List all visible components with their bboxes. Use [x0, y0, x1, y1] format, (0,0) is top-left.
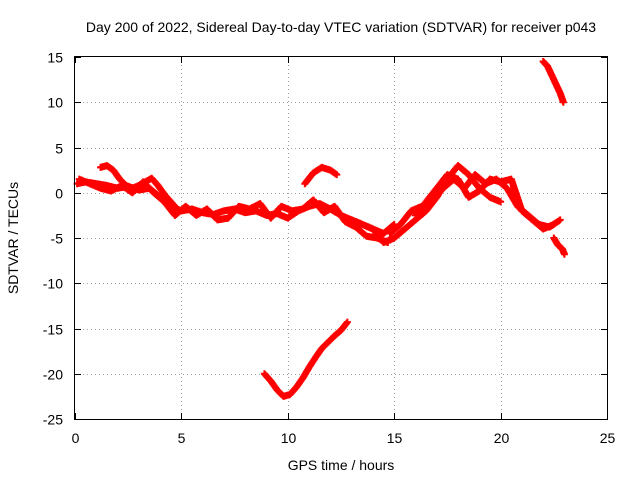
series-track-2 — [75, 175, 392, 247]
data-point — [497, 198, 505, 206]
y-tick-label: -5 — [51, 231, 64, 247]
y-tick-label: -20 — [43, 367, 63, 383]
y-tick-label: -15 — [43, 322, 63, 338]
data-point — [173, 205, 181, 213]
data-marks — [73, 58, 568, 400]
grid-layer — [75, 57, 607, 419]
data-point — [333, 171, 341, 179]
x-tick-label: 25 — [600, 430, 616, 446]
chart-title: Day 200 of 2022, Sidereal Day-to-day VTE… — [86, 19, 596, 35]
plot-frame — [74, 56, 608, 420]
series-track-8 — [539, 58, 567, 106]
series-track-4 — [301, 163, 341, 188]
data-point — [550, 220, 558, 228]
x-tick-label: 5 — [178, 430, 186, 446]
y-tick-label: 5 — [55, 141, 63, 157]
x-tick-label: 15 — [387, 430, 403, 446]
series-track-9 — [550, 234, 568, 258]
y-tick-label: -25 — [43, 412, 63, 428]
y-tick-label: 15 — [47, 50, 63, 66]
x-tick-label: 0 — [72, 430, 80, 446]
y-tick-label: 10 — [47, 95, 63, 111]
series-track-10 — [260, 318, 351, 400]
data-point — [560, 250, 568, 258]
y-tick-label: -10 — [43, 276, 63, 292]
series-track-7 — [411, 171, 558, 233]
x-axis-title: GPS time / hours — [288, 457, 395, 473]
y-tick-label: 0 — [55, 186, 63, 202]
data-point — [559, 98, 567, 106]
data-point — [556, 216, 564, 224]
x-tick-label: 10 — [281, 430, 297, 446]
x-tick-label: 20 — [494, 430, 510, 446]
series-track-3 — [97, 162, 181, 213]
axis-layer: 0 5 10 15 20 25 -25 -20 -15 -10 -5 0 5 10 15 — [43, 50, 616, 447]
y-axis-title: SDTVAR / TECUs — [5, 182, 21, 294]
data-point — [343, 318, 351, 326]
